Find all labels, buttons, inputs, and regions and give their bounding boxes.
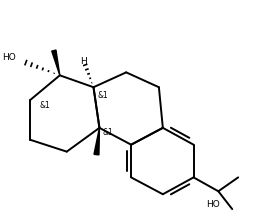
Text: HO: HO bbox=[3, 53, 16, 62]
Text: &1: &1 bbox=[102, 128, 113, 137]
Text: HO: HO bbox=[206, 200, 219, 209]
Text: &1: &1 bbox=[40, 101, 51, 109]
Polygon shape bbox=[52, 50, 60, 75]
Text: H: H bbox=[80, 56, 87, 66]
Text: &1: &1 bbox=[97, 91, 108, 100]
Polygon shape bbox=[94, 128, 99, 155]
